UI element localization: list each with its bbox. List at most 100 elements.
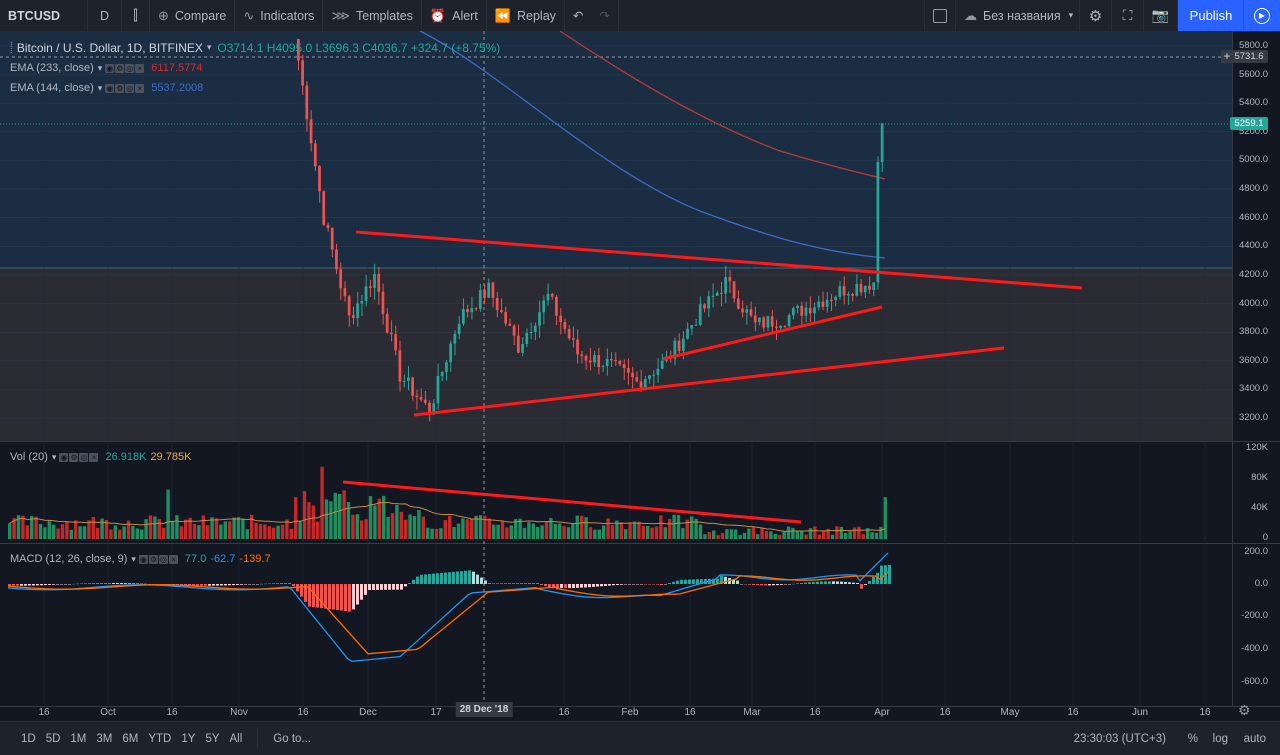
volume-bar: [329, 501, 333, 539]
macd-histogram-bar: [368, 584, 371, 590]
gear-icon[interactable]: ⚙: [148, 554, 158, 564]
support-trendline[interactable]: [413, 346, 1005, 417]
collapse-icon[interactable]: ⸽: [10, 42, 13, 54]
add-alert-plus-icon[interactable]: +: [1221, 50, 1233, 63]
compare-button[interactable]: ⊕ Compare: [150, 0, 236, 31]
percent-toggle[interactable]: %: [1187, 732, 1198, 745]
chevron-down-icon[interactable]: ▾: [131, 553, 136, 564]
auto-toggle[interactable]: auto: [1243, 732, 1266, 745]
chevron-down-icon[interactable]: ▾: [97, 82, 103, 93]
macd-histogram-bar: [464, 570, 467, 584]
gear-icon[interactable]: ⚙: [1238, 702, 1251, 718]
clock[interactable]: 23:30:03 (UTC+3): [1073, 732, 1166, 745]
macd-histogram-bar: [352, 584, 355, 610]
close-icon[interactable]: ×: [168, 554, 178, 564]
close-icon[interactable]: ×: [89, 452, 99, 462]
candle-body: [538, 312, 541, 326]
candle-body: [677, 340, 681, 351]
range-button-1y[interactable]: 1Y: [181, 732, 196, 745]
volume-bar: [157, 519, 161, 539]
macd-histogram-bar: [588, 584, 591, 588]
chart-canvas[interactable]: [0, 31, 1280, 721]
volume-bar: [531, 523, 535, 539]
time-tick-label: 17: [430, 707, 442, 718]
volume-trendline[interactable]: [342, 480, 802, 524]
volume-bar: [822, 530, 826, 539]
macd-histogram-bar: [448, 572, 451, 584]
range-button-3m[interactable]: 3M: [96, 732, 113, 745]
range-button-all[interactable]: All: [229, 732, 243, 745]
templates-button[interactable]: ⋙ Templates: [323, 0, 422, 31]
settings-icon[interactable]: ◎: [125, 83, 135, 93]
macd-histogram-bar: [408, 583, 411, 584]
eye-icon[interactable]: ◉: [105, 63, 115, 73]
range-button-6m[interactable]: 6M: [122, 732, 139, 745]
settings-icon[interactable]: ◎: [125, 63, 135, 73]
publish-options-button[interactable]: ▶: [1243, 0, 1280, 31]
log-toggle[interactable]: log: [1212, 732, 1228, 745]
volume-legend[interactable]: Vol (20) ▾ ◉ ⚙ ◎ × 26.918K 29.785K: [10, 451, 191, 463]
replay-button[interactable]: ⏪ Replay: [487, 0, 565, 31]
range-button-5d[interactable]: 5D: [45, 732, 61, 745]
macd-histogram-bar: [432, 573, 435, 584]
candle-body: [779, 326, 782, 328]
close-icon[interactable]: ×: [135, 63, 145, 73]
alert-button[interactable]: ⏰ Alert: [422, 0, 487, 31]
candle-body: [318, 166, 321, 192]
indicator-controls[interactable]: ◉ ⚙ ◎ ×: [138, 554, 178, 564]
gear-icon[interactable]: ⚙: [115, 83, 125, 93]
redo-button[interactable]: ↷: [591, 0, 619, 31]
gear-icon[interactable]: ⚙: [69, 452, 79, 462]
resistance-trendline[interactable]: [355, 230, 1083, 290]
chart-type-button[interactable]: ⫿: [122, 0, 150, 31]
macd-legend[interactable]: MACD (12, 26, close, 9) ▾ ◉ ⚙ ◎ × 77.0 -62.…: [10, 553, 271, 565]
indicator-controls[interactable]: ◉ ⚙ ◎ ×: [59, 452, 99, 462]
indicator-controls[interactable]: ◉ ⚙ ◎ ×: [105, 83, 145, 93]
chevron-down-icon[interactable]: ▾: [51, 451, 57, 462]
ema144-legend[interactable]: EMA (144, close) ▾ ◉ ⚙ ◎ × 5537.2008: [10, 82, 203, 94]
range-button-1m[interactable]: 1M: [70, 732, 87, 745]
candle-body: [335, 249, 338, 270]
range-button-1d[interactable]: 1D: [21, 732, 36, 745]
indicator-controls[interactable]: ◉ ⚙ ◎ ×: [105, 63, 145, 73]
chevron-down-icon[interactable]: ▾: [206, 42, 212, 52]
gear-icon[interactable]: ⚙: [115, 63, 125, 73]
snapshot-button[interactable]: 📷: [1144, 0, 1178, 31]
ema233-legend[interactable]: EMA (233, close) ▾ ◉ ⚙ ◎ × 6117.5774: [10, 62, 202, 74]
macd-histogram-bar: [580, 584, 583, 588]
volume-bar: [153, 516, 157, 539]
publish-button[interactable]: Publish: [1178, 0, 1244, 31]
settings-icon[interactable]: ◎: [158, 554, 168, 564]
range-button-5y[interactable]: 5Y: [205, 732, 220, 745]
volume-bar: [848, 531, 852, 539]
fullscreen-toggle[interactable]: [924, 0, 956, 31]
symbol-search[interactable]: BTCUSD: [0, 0, 88, 31]
volume-bar: [527, 522, 531, 539]
volume-bar: [870, 532, 874, 539]
volume-bar: [320, 466, 324, 539]
volume-bar: [663, 527, 667, 539]
range-button-ytd[interactable]: YTD: [148, 732, 172, 745]
undo-button[interactable]: ↶: [565, 0, 591, 31]
volume-bar: [672, 514, 676, 539]
rising-trendline[interactable]: [662, 305, 883, 361]
expand-button[interactable]: ⛶: [1112, 0, 1144, 31]
candle-body: [703, 304, 706, 309]
settings-icon[interactable]: ◎: [79, 452, 89, 462]
eye-icon[interactable]: ◉: [105, 83, 115, 93]
eye-icon[interactable]: ◉: [59, 452, 69, 462]
close-icon[interactable]: ×: [135, 83, 145, 93]
interval-selector[interactable]: D: [88, 0, 122, 31]
goto-button[interactable]: Go to...: [273, 732, 312, 745]
candle-body: [610, 359, 613, 361]
candle-body: [808, 307, 812, 314]
eye-icon[interactable]: ◉: [138, 554, 148, 564]
volume-bar: [289, 528, 293, 539]
candle-body: [326, 224, 330, 228]
layout-name-dropdown[interactable]: ☁ Без названия ▾: [956, 0, 1080, 31]
price-tick-label: 5600.0: [1238, 68, 1268, 80]
chevron-down-icon[interactable]: ▾: [97, 62, 103, 73]
macd-histogram-bar: [604, 584, 607, 586]
indicators-button[interactable]: ∿ Indicators: [235, 0, 324, 31]
settings-button[interactable]: ⚙: [1080, 0, 1112, 31]
